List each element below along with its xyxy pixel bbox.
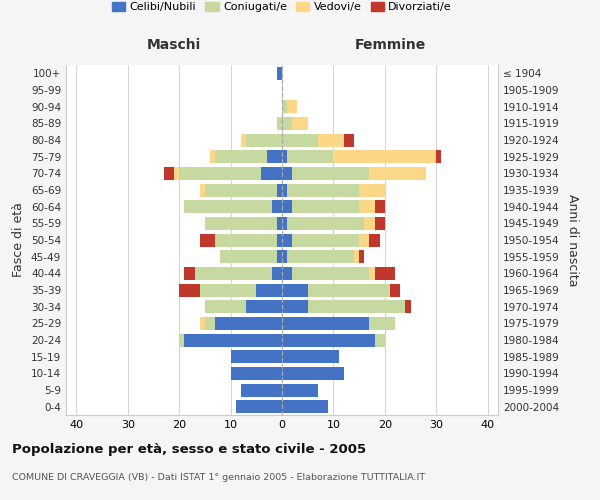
Bar [282,334,374,346]
Bar [205,184,277,196]
Bar [277,234,282,246]
Bar [256,284,282,296]
Bar [184,334,282,346]
Bar [246,134,282,146]
Bar [292,117,308,130]
Bar [287,217,364,230]
Bar [359,234,370,246]
Bar [292,267,370,280]
Y-axis label: Fasce di età: Fasce di età [13,202,25,278]
Bar [282,350,338,363]
Bar [282,117,292,130]
Bar [282,317,370,330]
Bar [282,267,292,280]
Legend: Celibi/Nubili, Coniugati/e, Vedovi/e, Divorziati/e: Celibi/Nubili, Coniugati/e, Vedovi/e, Di… [107,0,457,16]
Text: Femmine: Femmine [355,38,425,52]
Bar [215,234,277,246]
Bar [282,200,292,213]
Bar [436,150,442,163]
Bar [359,184,385,196]
Text: COMUNE DI CRAVEGGIA (VB) - Dati ISTAT 1° gennaio 2005 - Elaborazione TUTTITALIA.: COMUNE DI CRAVEGGIA (VB) - Dati ISTAT 1°… [12,472,425,482]
Bar [179,284,200,296]
Bar [282,284,308,296]
Bar [287,100,298,113]
Bar [277,184,282,196]
Bar [210,150,215,163]
Bar [287,150,334,163]
Bar [287,184,359,196]
Bar [370,267,374,280]
Bar [236,400,282,413]
Bar [287,250,354,263]
Bar [374,217,385,230]
Bar [370,167,426,180]
Bar [374,200,385,213]
Bar [359,250,364,263]
Bar [272,200,282,213]
Bar [262,167,282,180]
Bar [282,167,292,180]
Bar [282,234,292,246]
Text: Popolazione per età, sesso e stato civile - 2005: Popolazione per età, sesso e stato civil… [12,442,366,456]
Bar [344,134,354,146]
Bar [406,300,410,313]
Bar [277,67,282,80]
Bar [200,284,256,296]
Bar [292,234,359,246]
Bar [205,217,277,230]
Bar [282,250,287,263]
Bar [292,200,359,213]
Bar [282,184,287,196]
Bar [390,284,400,296]
Bar [282,100,287,113]
Bar [215,150,266,163]
Bar [359,200,374,213]
Bar [308,300,406,313]
Bar [282,384,318,396]
Bar [318,134,344,146]
Bar [282,400,328,413]
Bar [164,167,174,180]
Bar [282,367,344,380]
Bar [179,334,184,346]
Bar [334,150,436,163]
Bar [205,317,215,330]
Bar [179,167,262,180]
Bar [308,284,390,296]
Bar [272,267,282,280]
Bar [370,317,395,330]
Bar [174,167,179,180]
Bar [282,150,287,163]
Bar [200,234,215,246]
Bar [241,134,246,146]
Bar [292,167,370,180]
Bar [277,117,282,130]
Bar [277,250,282,263]
Bar [200,317,205,330]
Bar [230,350,282,363]
Bar [282,300,308,313]
Bar [282,217,287,230]
Bar [364,217,374,230]
Bar [374,334,385,346]
Bar [194,267,272,280]
Bar [246,300,282,313]
Bar [215,317,282,330]
Bar [266,150,282,163]
Bar [184,267,194,280]
Bar [205,300,246,313]
Bar [370,234,380,246]
Bar [184,200,272,213]
Bar [282,134,318,146]
Bar [230,367,282,380]
Bar [354,250,359,263]
Bar [200,184,205,196]
Bar [277,217,282,230]
Y-axis label: Anni di nascita: Anni di nascita [566,194,579,286]
Text: Maschi: Maschi [147,38,201,52]
Bar [374,267,395,280]
Bar [220,250,277,263]
Bar [241,384,282,396]
